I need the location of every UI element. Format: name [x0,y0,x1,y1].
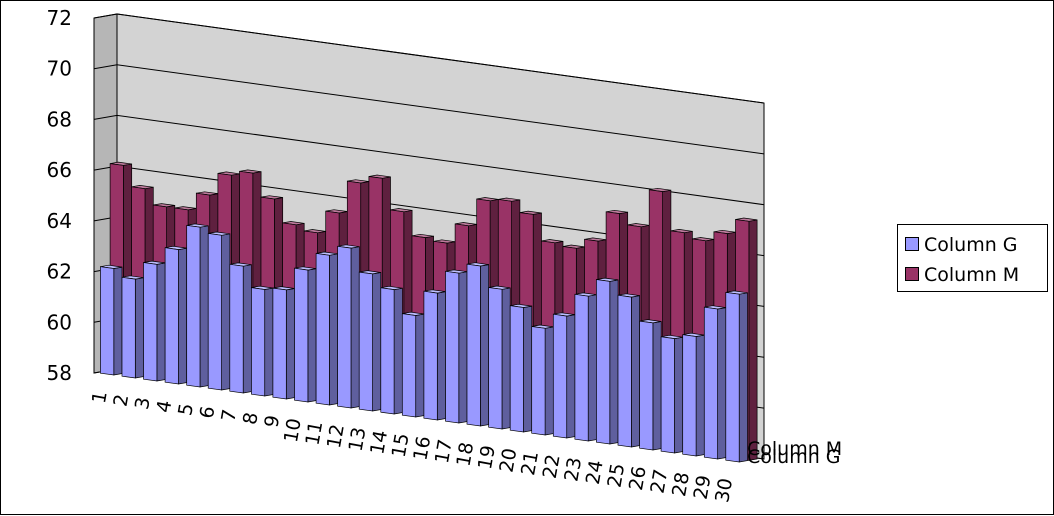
bar-column-g [423,289,446,421]
legend: Column G Column M [897,224,1048,292]
bar-column-g [445,269,468,424]
gridline [93,13,765,104]
x-tick-label: 4 [153,399,177,415]
bar-column-g [531,324,554,436]
gridline [93,64,765,155]
depth-axis-label: Column M [747,438,842,460]
bar-column-g [488,285,511,430]
y-tick-label: 60 [47,310,72,334]
x-tick-label: 2 [109,392,133,408]
x-tick-label: 30 [711,477,737,505]
y-tick-label: 72 [47,6,72,30]
x-tick-label: 24 [582,459,608,487]
x-tick-label: 12 [323,423,349,451]
bar-column-g [574,292,597,442]
x-tick-label: 21 [517,450,543,478]
x-tick-label: 5 [174,402,198,418]
bar-column-g [294,266,317,403]
bar-column-g [272,286,295,400]
x-tick-label: 26 [625,464,651,492]
x-tick-label: 6 [196,405,220,421]
x-tick-label: 17 [431,438,457,466]
bar-column-g [509,303,533,433]
bar-column-g [703,305,727,460]
bar-column-g [401,311,425,418]
x-tick-label: 1 [88,390,112,406]
depth-axis-label: Column G [747,446,841,468]
x-tick-label: 9 [260,414,284,430]
y-tick-label: 70 [47,57,72,81]
bar-column-g [639,319,662,451]
bar-column-g [315,251,339,406]
bar-column-g [660,334,684,454]
bar-column-g [121,275,144,379]
legend-label: Column M [924,264,1019,286]
x-tick-label: 14 [366,429,392,457]
bar-column-g [337,244,360,409]
legend-label: Column G [924,234,1018,256]
x-tick-label: 20 [496,446,522,474]
bar-column-g [186,223,209,388]
x-tick-label: 10 [280,417,306,445]
x-tick-label: 16 [409,435,435,463]
bar-column-g [725,290,748,463]
x-tick-label: 15 [388,432,414,460]
bars [100,161,758,463]
x-tick-label: 23 [560,456,586,484]
x-tick-label: 18 [452,441,478,469]
x-tick-label: 28 [668,471,694,499]
legend-box [897,224,1048,292]
y-tick-label: 64 [47,209,72,233]
bar-column-g [143,260,166,382]
y-tick-label: 58 [47,361,72,385]
bar-column-g [466,262,490,427]
x-tick-label: 3 [131,396,155,412]
bar-column-g [552,312,576,439]
x-tick-label: 19 [474,444,500,472]
bar-column-g [251,285,274,397]
x-tick-label: 13 [345,426,371,454]
gridline [93,114,765,206]
axes: 5860626466687072123456789101112131415161… [47,6,843,504]
x-tick-label: 7 [217,408,241,424]
bar-column-g [100,264,123,376]
bar-column-g [164,245,188,385]
bar-column-g [207,231,231,391]
bar-column-g [358,270,382,412]
y-tick-label: 62 [47,260,72,284]
bar-column-g [596,277,619,445]
legend-swatch [905,267,919,281]
bar-column-g [380,285,403,415]
y-tick-label: 68 [47,107,72,131]
bar-column-g [229,262,252,394]
x-tick-label: 25 [603,462,629,490]
x-tick-label: 29 [690,473,716,501]
x-tick-label: 11 [301,419,327,447]
bar-column-g [617,293,640,448]
x-tick-label: 8 [239,411,263,427]
x-tick-label: 27 [647,468,673,496]
x-tick-label: 22 [539,453,565,481]
bar-column-g [682,332,705,457]
y-tick-label: 66 [47,158,72,182]
legend-swatch [905,237,919,251]
